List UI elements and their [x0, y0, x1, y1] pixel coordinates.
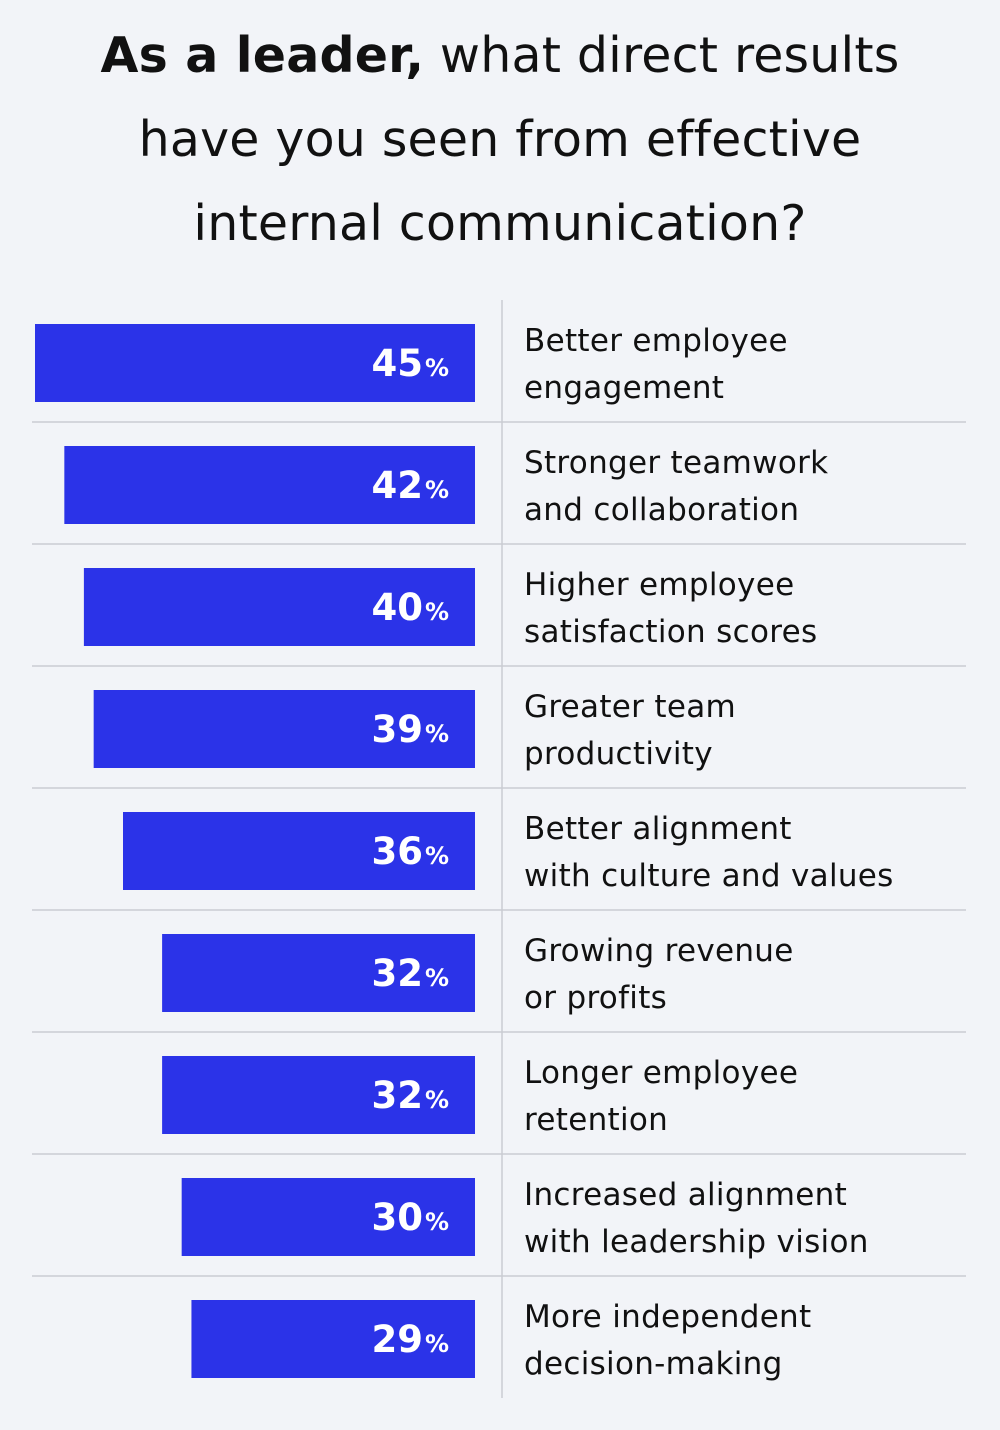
category-label: Increased alignment with leadership visio…	[524, 1172, 974, 1266]
bar	[83, 568, 475, 646]
category-label: Growing revenue or profits	[524, 928, 974, 1022]
category-label: More independent decision-making	[524, 1294, 974, 1388]
category-label-line-1: Stronger teamwork	[524, 445, 829, 481]
category-label-line-2: or profits	[524, 980, 668, 1016]
category-label-line-1: Increased alignment	[524, 1177, 848, 1213]
bar-value-label: 32%	[371, 952, 449, 995]
bar	[35, 324, 475, 402]
bar	[181, 1178, 475, 1256]
category-label-line-1: Longer employee	[524, 1055, 799, 1091]
category-label-line-1: Higher employee	[524, 567, 795, 603]
category-label-line-2: and collaboration	[524, 492, 800, 528]
category-label-line-1: Growing revenue	[524, 933, 794, 969]
bar	[123, 812, 475, 890]
category-label-line-2: retention	[524, 1102, 669, 1138]
category-label: Better alignment with culture and values	[524, 806, 974, 900]
bar-value-label: 36%	[371, 830, 449, 873]
chart-title-line-3: internal communication?	[193, 195, 807, 252]
category-label-line-2: with culture and values	[524, 858, 894, 894]
bar	[93, 690, 476, 768]
category-label-line-2: satisfaction scores	[524, 614, 818, 650]
bar	[191, 1300, 475, 1378]
chart-title-bold: As a leader,	[100, 27, 425, 84]
bar-value-label: 45%	[371, 342, 449, 385]
bar-value-label: 30%	[371, 1196, 449, 1239]
bar-value-label: 29%	[371, 1318, 449, 1361]
bar-value-label: 40%	[371, 586, 449, 629]
chart-title: As a leader, what direct results have yo…	[0, 14, 1000, 266]
category-label-line-1: Greater team	[524, 689, 737, 725]
category-label-line-1: More independent	[524, 1299, 812, 1335]
category-label: Longer employee retention	[524, 1050, 974, 1144]
bar	[64, 446, 475, 524]
category-label-line-2: decision-making	[524, 1346, 783, 1382]
category-label: Higher employee satisfaction scores	[524, 562, 974, 656]
category-label: Better employee engagement	[524, 318, 974, 412]
category-label-line-2: with leadership vision	[524, 1224, 869, 1260]
bar-value-label: 39%	[371, 708, 449, 751]
bar-value-label: 32%	[371, 1074, 449, 1117]
bar	[162, 934, 475, 1012]
category-label-line-2: productivity	[524, 736, 713, 772]
category-label: Greater team productivity	[524, 684, 974, 778]
category-label-line-1: Better alignment	[524, 811, 792, 847]
chart-title-line-2: have you seen from effective	[138, 111, 862, 168]
bar-value-label: 42%	[371, 464, 449, 507]
category-label-line-2: engagement	[524, 370, 725, 406]
chart-title-line-1: As a leader, what direct results	[0, 14, 1000, 98]
bar	[162, 1056, 475, 1134]
category-label-line-1: Better employee	[524, 323, 788, 359]
chart-title-line-1-rest: what direct results	[424, 27, 900, 84]
category-label: Stronger teamwork and collaboration	[524, 440, 974, 534]
